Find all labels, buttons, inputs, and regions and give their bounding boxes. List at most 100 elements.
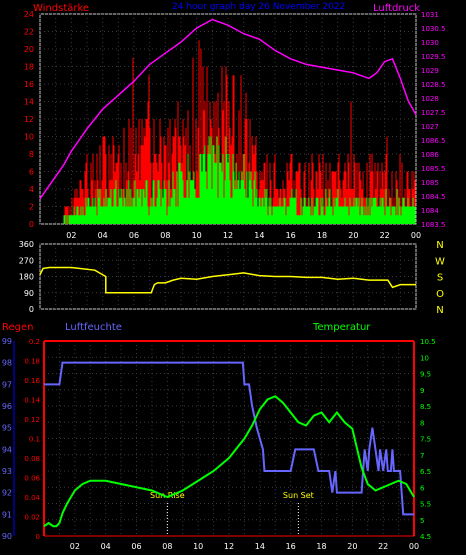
x-tick-label: 18 (316, 542, 326, 551)
x-tick-label: 08 (162, 542, 172, 551)
x-tick-label: 16 (286, 542, 296, 551)
humidity-temperature-chart: 9091929394959697989900.020.040.060.080.1… (2, 337, 436, 551)
x-tick-label: 20 (348, 231, 358, 240)
pressure-tick-label: 1083.5 (421, 221, 446, 229)
temperature-tick-label: 5.5 (420, 501, 431, 509)
wind-tick-label: 22 (24, 28, 34, 37)
compass-label: N (436, 240, 443, 251)
wind-tick-label: 12 (24, 115, 34, 124)
wind-tick-label: 4 (29, 185, 34, 194)
rain-tick-label: 0 (36, 533, 40, 541)
temperature-tick-label: 8.5 (420, 403, 431, 411)
rain-tick-label: 0.12 (24, 416, 40, 424)
x-tick-label: 18 (317, 231, 327, 240)
x-tick-label: 02 (66, 231, 76, 240)
wind-tick-label: 8 (29, 150, 34, 159)
temperature-tick-label: 5 (420, 517, 424, 525)
x-tick-label: 10 (193, 542, 203, 551)
rain-tick-label: 0.16 (24, 377, 40, 385)
pressure-tick-label: 1027 (421, 123, 439, 131)
pressure-tick-label: 1084.5 (421, 193, 446, 201)
temperature-tick-label: 9 (420, 387, 424, 395)
x-tick-label: 22 (380, 231, 390, 240)
rain-tick-label: 0.02 (24, 514, 40, 522)
wind-tick-label: 10 (24, 133, 34, 142)
x-tick-label: 14 (255, 542, 265, 551)
x-tick-label: 00 (409, 542, 419, 551)
pressure-tick-label: 1029.5 (421, 53, 446, 61)
temperature-tick-label: 8 (420, 419, 424, 427)
humidity-tick-label: 94 (2, 445, 12, 454)
pressure-tick-label: 1027.5 (421, 109, 446, 117)
compass-label: N (436, 305, 443, 316)
x-tick-label: 00 (411, 231, 421, 240)
x-tick-label: 04 (98, 231, 108, 240)
pressure-tick-label: 1028.5 (421, 81, 446, 89)
humidity-tick-label: 91 (2, 510, 12, 519)
annotation-label: Sun Rise (150, 491, 185, 500)
compass-label: W (435, 256, 445, 267)
temperature-tick-label: 10 (420, 354, 429, 362)
x-tick-label: 10 (192, 231, 202, 240)
wind-tick-label: 16 (24, 80, 34, 89)
humidity-tick-label: 90 (2, 532, 12, 541)
wind-tick-label: 24 (24, 10, 34, 19)
wind-tick-label: 20 (24, 45, 34, 54)
rain-tick-label: 0.06 (24, 475, 40, 483)
temperature-axis-title: Temperatur (312, 322, 371, 333)
x-tick-label: 20 (347, 542, 357, 551)
rain-tick-label: 0.04 (24, 494, 40, 502)
x-tick-label: 06 (131, 542, 141, 551)
wind-tick-label: 14 (24, 98, 34, 107)
rain-tick-label: 0.14 (24, 397, 40, 405)
temperature-tick-label: 9.5 (420, 371, 431, 379)
direction-series-line (39, 266, 416, 294)
chart-title: 24 hour graph day 26 November 2022 (172, 2, 345, 12)
x-tick-label: 08 (160, 231, 170, 240)
pressure-series-line (39, 18, 417, 200)
humidity-series-line (44, 361, 414, 516)
rain-tick-label: 0.08 (24, 455, 40, 463)
x-tick-label: 14 (254, 231, 264, 240)
temperature-tick-label: 6 (420, 484, 425, 492)
x-tick-label: 16 (286, 231, 296, 240)
direction-tick-label: 0 (29, 305, 34, 314)
pressure-tick-label: 1084 (421, 207, 439, 215)
rain-tick-label: 0.1 (29, 436, 40, 444)
x-tick-label: 12 (224, 542, 234, 551)
humidity-tick-label: 98 (2, 359, 12, 368)
pressure-tick-label: 1085 (421, 179, 439, 187)
wind-tick-label: 18 (24, 63, 34, 72)
x-tick-label: 04 (101, 542, 111, 551)
temperature-tick-label: 4.5 (420, 533, 431, 541)
rain-axis-title: Regen (2, 322, 34, 333)
wind-pressure-chart: 0246810121416182022241083.510841084.5108… (24, 10, 446, 240)
direction-tick-label: 90 (24, 289, 34, 298)
rain-tick-label: 0.2 (29, 338, 40, 346)
pressure-tick-label: 1086 (421, 151, 439, 159)
compass-label: O (436, 289, 444, 300)
pressure-tick-label: 1029 (421, 67, 439, 75)
x-tick-label: 12 (223, 231, 233, 240)
pressure-tick-label: 1085.5 (421, 165, 446, 173)
pressure-tick-label: 1031 (421, 11, 439, 19)
temperature-tick-label: 7 (420, 452, 424, 460)
compass-label: S (437, 273, 443, 284)
annotation-label: Sun Set (283, 491, 314, 500)
pressure-tick-label: 1030 (421, 39, 439, 47)
x-tick-label: 02 (70, 542, 80, 551)
temperature-series-line (43, 395, 415, 528)
temperature-tick-label: 10.5 (420, 338, 436, 346)
pressure-tick-label: 1030.5 (421, 25, 446, 33)
humidity-tick-label: 92 (2, 489, 12, 498)
pressure-tick-label: 1086.5 (421, 137, 446, 145)
right-axis-title: Luftdruck (373, 3, 420, 14)
wind-tick-label: 0 (29, 220, 34, 229)
temperature-tick-label: 7.5 (420, 436, 431, 444)
humidity-tick-label: 99 (2, 337, 12, 346)
direction-tick-label: 360 (19, 240, 34, 249)
humidity-tick-label: 93 (2, 467, 12, 476)
